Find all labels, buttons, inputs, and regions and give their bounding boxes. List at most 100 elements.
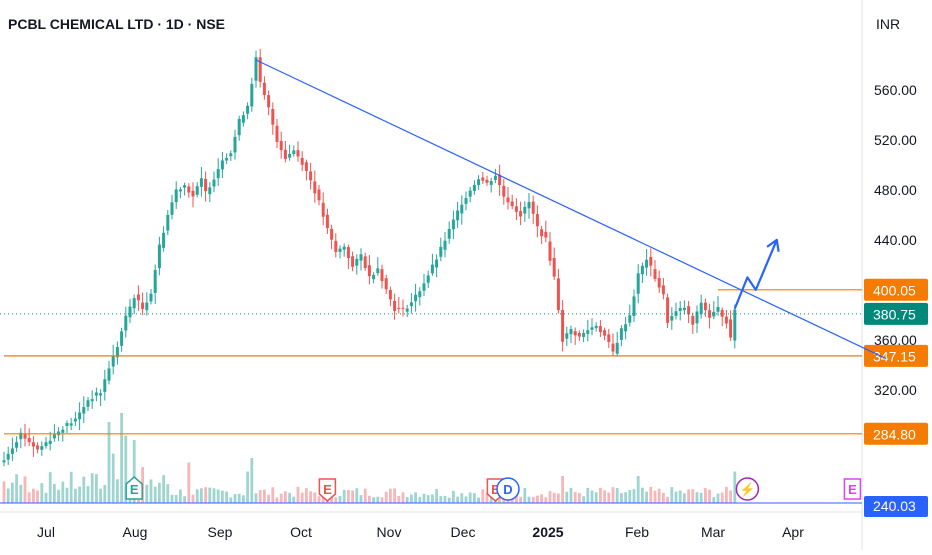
candle [254,50,258,88]
candle-body [430,264,434,274]
candle [355,254,359,275]
candle-body [6,453,10,460]
candle [418,287,422,306]
candle [359,248,363,271]
candle-body [699,302,703,314]
candle [569,325,573,344]
candle [430,253,434,276]
candle [426,270,430,289]
candle-body [313,181,317,194]
candle-body [10,448,14,455]
candle-body [262,82,266,96]
candle-body [590,327,594,330]
candle [132,294,136,315]
candle-body [296,150,300,157]
candle-body [162,232,166,248]
candle [27,428,31,447]
candle [283,140,287,163]
candle-body [288,153,292,158]
candle [414,283,418,312]
candle-body [372,274,376,280]
candle-body [544,231,548,238]
candle [561,300,565,352]
volume-bar [305,488,308,503]
volume-bar [90,473,94,503]
volume-bar [531,496,535,503]
candle [460,195,464,225]
volume-bar [443,495,447,503]
candle-body [309,171,313,181]
volume-bar [300,492,304,503]
candle-body [603,330,607,336]
volume-bar [149,479,153,503]
volume-bar [422,493,426,503]
candle [15,436,19,452]
volume-bar [258,490,262,503]
candle-body [393,301,397,311]
volume-bar [347,490,350,503]
candle-body [229,153,233,157]
volume-bar [607,492,611,503]
candle [716,295,720,316]
volume-bar [132,440,136,503]
candle-body [649,256,653,266]
level-price-label: 347.15 [873,348,916,364]
candle-body [132,298,136,309]
candle [73,411,77,426]
volume-bar [435,489,438,503]
volume-bar [338,495,342,503]
candle [594,322,598,332]
candle [607,328,611,349]
earnings-event-marker[interactable]: E [318,478,337,502]
y-tick-label: 360.00 [874,332,917,348]
candle-body [258,57,262,82]
volume-bar [657,488,661,503]
candle [481,172,485,185]
candle-body [2,460,6,463]
volume-bar [552,492,556,503]
last-price-label: 380.75 [873,306,916,322]
candle [23,423,27,447]
currency-label[interactable]: INR [876,16,901,32]
volume-bar [216,489,220,503]
candle-body [174,189,178,203]
earnings-event-marker[interactable]: E [843,478,862,500]
volume-bar [250,458,254,503]
candle-body [300,157,304,165]
candle-body [561,310,565,342]
volume-bar [473,493,476,503]
x-tick-label: Oct [290,524,312,540]
earnings-event-marker[interactable]: E [125,476,143,500]
volume-bar [204,487,207,503]
candle [447,221,451,244]
volume-bar [120,413,123,503]
volume-bar [645,491,648,503]
candle-body [636,273,640,294]
volume-bar [397,496,401,503]
candle [628,304,632,327]
candle-body [191,190,195,197]
volume-bar [699,492,703,503]
x-tick-label: 2025 [532,524,563,540]
dividend-event-marker[interactable]: D [496,477,520,501]
split-event-marker[interactable]: ⚡ [735,477,760,501]
volume-bar [515,493,518,503]
volume-bar [187,462,191,503]
volume-bar [263,489,266,503]
event-badge [318,478,337,502]
last-price-tag [864,302,928,325]
volume-bar [19,484,23,503]
candle-body [376,268,380,274]
event-label: E [130,482,139,497]
x-tick-label: Jul [37,524,55,540]
volume-bar [23,476,27,503]
volume-bar [233,494,237,503]
candle [313,170,317,203]
candle [380,264,384,289]
candle-body [254,57,258,81]
volume-bar [544,497,548,503]
candle [565,326,569,346]
candle [657,270,661,293]
candle [548,232,552,266]
